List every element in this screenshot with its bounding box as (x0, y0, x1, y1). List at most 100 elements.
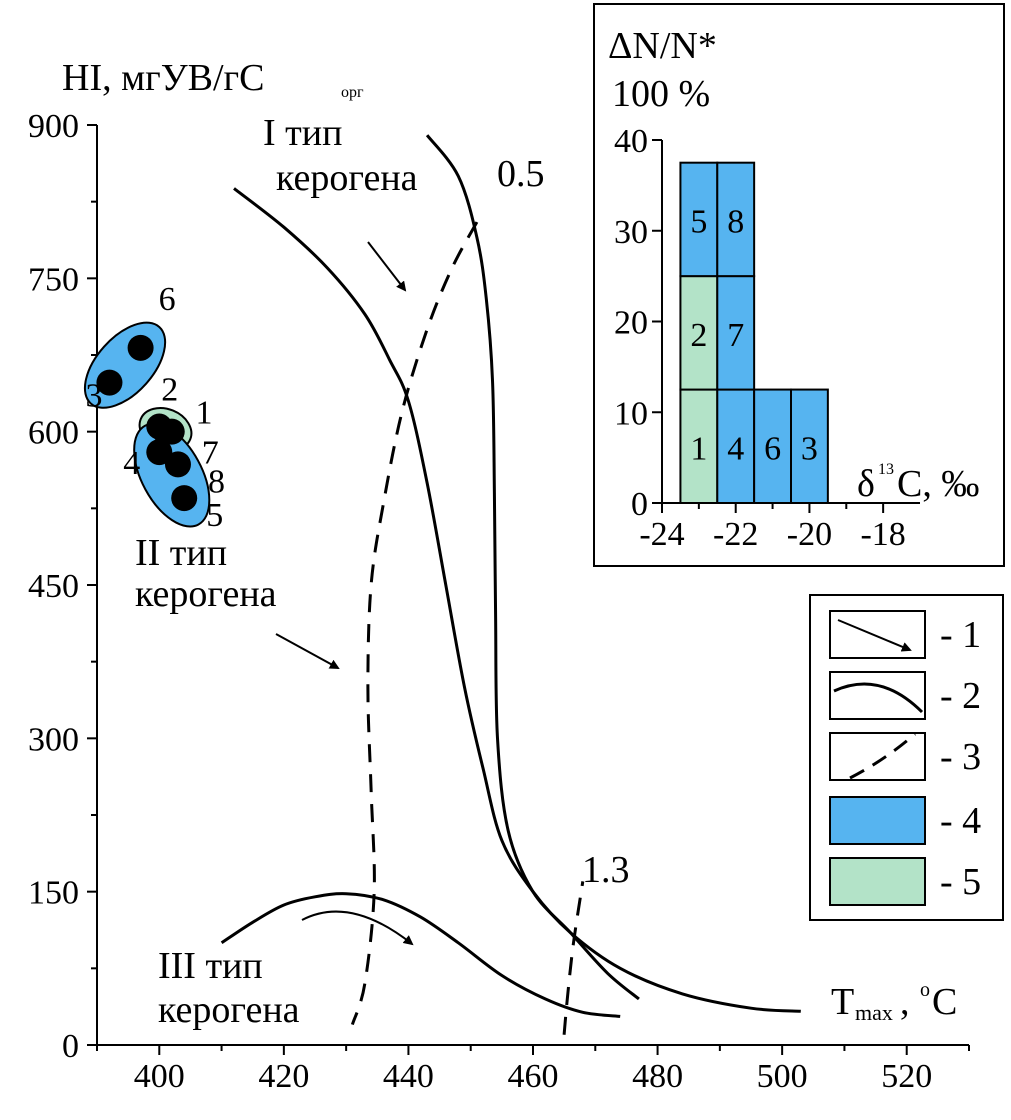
legend-label-4: - 4 (940, 800, 981, 842)
type-2-label-line2: керогена (135, 573, 277, 615)
inset-cell-label: 4 (727, 430, 744, 467)
inset-y-title-line2: 100 % (612, 73, 710, 115)
x-tick-label: 400 (134, 1058, 185, 1095)
y-tick-label: 0 (62, 1028, 79, 1065)
data-point (164, 451, 191, 478)
y-tick-label: 300 (28, 721, 79, 758)
inset-x-tick-label: -24 (639, 516, 684, 553)
legend-label-2: - 2 (940, 675, 981, 717)
inset-cell-label: 3 (801, 430, 818, 467)
inset-x-title-rest: C, ‰ (897, 463, 979, 505)
point-label: 7 (202, 435, 219, 472)
x-axis-title-unit: , (900, 981, 910, 1023)
inset-cell-label: 7 (727, 317, 744, 354)
point-label: 8 (208, 463, 225, 500)
arrow-icon (301, 910, 414, 946)
green-box-icon (829, 857, 926, 906)
y-tick-label: 600 (28, 415, 79, 452)
legend-frame (809, 594, 1004, 921)
kerogen-curves (220, 134, 801, 1035)
type-1-label-line2: керогена (276, 157, 418, 199)
x-tick-label: 480 (632, 1058, 683, 1095)
inset-x-tick-label: -22 (713, 516, 758, 553)
y-tick-label: 150 (28, 875, 79, 912)
y-tick-label: 900 (28, 108, 79, 145)
iso-label-1-3: 1.3 (582, 849, 630, 891)
inset-x-title-delta: δ (857, 463, 875, 505)
legend-item-3: - 3 (829, 732, 981, 781)
x-axis-title-sub: max (855, 1000, 893, 1025)
annotation-arrows (275, 241, 414, 946)
inset-cell-label: 1 (690, 430, 707, 467)
point-label: 3 (85, 378, 102, 415)
x-tick-label: 500 (757, 1058, 808, 1095)
arrow-icon (367, 241, 407, 292)
x-tick-label: 440 (383, 1058, 434, 1095)
iso-label-0-5: 0.5 (497, 153, 545, 195)
type-1-label-line1: I тип (263, 112, 342, 154)
data-point (127, 334, 154, 361)
inset-cell (679, 161, 719, 278)
y-axis-title: HI, мгУВ/гС орг (62, 57, 364, 101)
x-tick-label: 420 (258, 1058, 309, 1095)
x-tick-label: 520 (881, 1058, 932, 1095)
kerogen-curve-2 (233, 187, 801, 1013)
legend-item-4: - 4 (829, 796, 981, 845)
dashed-line-icon (849, 732, 916, 780)
legend: - 1 - 2 - 3 - 4 - 5 (829, 610, 981, 906)
point-label: 4 (123, 445, 140, 482)
kerogen-type-labels: I тип керогена II тип керогена III тип к… (135, 112, 630, 1031)
inset-y-tick-label: 20 (614, 305, 648, 342)
inset-y-tick-label: 30 (614, 214, 648, 251)
inset-cell-label: 8 (727, 203, 744, 240)
inset-x-title-sup: 13 (878, 461, 894, 478)
legend-item-5: - 5 (829, 857, 981, 906)
inset-x-tick-label: -18 (860, 516, 905, 553)
inset-x-tick-label: -20 (787, 516, 832, 553)
legend-item-2: - 2 (829, 671, 981, 720)
inset-cell (716, 161, 756, 278)
inset-cell (790, 388, 829, 504)
point-label: 5 (206, 497, 223, 534)
curve-icon (833, 682, 924, 714)
type-3-label-line2: керогена (158, 989, 300, 1031)
y-tick-label: 750 (28, 261, 79, 298)
data-point (96, 369, 123, 396)
iso-line-1 (350, 221, 479, 1026)
x-axis-title-deg: o (920, 979, 930, 1001)
data-point (158, 418, 185, 445)
legend-item-1: - 1 (829, 610, 981, 659)
legend-label-3: - 3 (940, 736, 981, 778)
legend-label-1: - 1 (940, 614, 981, 656)
x-tick-label: 460 (508, 1058, 559, 1095)
inset-titles: ΔN/N* 100 % δ 13 C, ‰ (608, 25, 979, 505)
type-3-label-line1: III тип (158, 945, 263, 987)
inset-cell (679, 388, 719, 504)
inset-cell-label: 6 (764, 430, 781, 467)
inset-cells: 1 2 5 4 7 8 6 3 (679, 161, 829, 504)
inset-axes: -24 -22 -20 -18 0 10 20 30 40 (614, 123, 920, 553)
x-axis-title-main: T (831, 981, 854, 1023)
y-axis-title-main: HI, мгУВ/гС (62, 57, 264, 99)
arrow-icon (275, 633, 340, 669)
legend-label-5: - 5 (940, 861, 981, 903)
point-label: 6 (159, 281, 176, 318)
inset-y-tick-label: 40 (614, 123, 648, 160)
kerogen-curve-3 (220, 892, 621, 1018)
y-axis-title-sub: орг (341, 84, 364, 101)
iso-line-2 (562, 881, 585, 1035)
x-axis-title: T max , o C (831, 979, 957, 1025)
inset-y-title-line1: ΔN/N* (608, 25, 717, 67)
point-label: 2 (161, 372, 178, 409)
inset-cell (716, 275, 756, 391)
inset-y-tick-label: 10 (614, 395, 648, 432)
x-axis-title-c: C (932, 981, 957, 1023)
data-point (171, 485, 198, 512)
type-2-label-line1: II тип (135, 532, 227, 574)
inset-y-tick-label: 0 (631, 486, 648, 523)
blue-box-icon (829, 796, 926, 845)
point-label: 1 (196, 395, 213, 432)
